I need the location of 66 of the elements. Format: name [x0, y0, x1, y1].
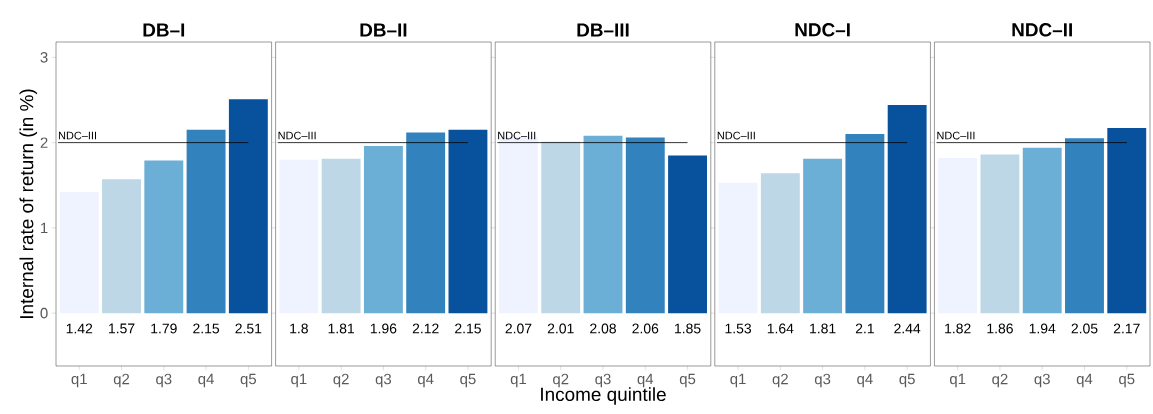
data-label: 1.79	[151, 323, 177, 334]
x-tick-label: q4	[857, 373, 873, 388]
y-tick-label: 2	[40, 137, 48, 148]
data-label: 2.08	[590, 323, 616, 334]
x-tick-label: q2	[113, 373, 130, 388]
chart-title: DB–I	[143, 23, 185, 37]
data-label: 1.96	[370, 323, 397, 334]
y-tick-label: 3	[40, 52, 48, 63]
x-tick-label: q5	[899, 373, 915, 388]
x-tick-label: q5	[1119, 373, 1135, 388]
x-tick-label: q4	[198, 373, 214, 388]
data-label: 2.51	[235, 323, 262, 334]
x-tick-label: q1	[71, 373, 87, 388]
data-label: 2.15	[193, 323, 220, 334]
data-label: 1.81	[328, 323, 355, 334]
x-tick-label: q2	[992, 373, 1008, 388]
y-tick-label: 1	[41, 222, 48, 234]
x-tick-label: q1	[949, 373, 966, 388]
data-label: 2.44	[894, 323, 921, 334]
chart-title: DB–III	[577, 23, 629, 37]
x-tick-label: q3	[375, 373, 392, 388]
x-tick-label: q4	[1076, 373, 1093, 388]
data-label: 1.53	[725, 323, 752, 334]
y-tick-label: 0	[40, 307, 48, 319]
data-label: 1.82	[945, 323, 971, 334]
data-label: 2.17	[1113, 323, 1140, 334]
x-tick-label: q4	[417, 373, 434, 388]
chart-title: DB–II	[360, 23, 407, 37]
x-tick-label: q5	[679, 373, 696, 388]
x-tick-label: q1	[730, 373, 746, 388]
data-label: 2.12	[412, 323, 439, 334]
x-tick-label: q2	[553, 373, 569, 388]
x-tick-label: q5	[240, 373, 257, 388]
data-label: 2.06	[632, 323, 659, 334]
chart-title: NDC–I	[795, 23, 850, 37]
x-tick-label: q2	[772, 373, 788, 388]
ref-line-label: NDC–III	[498, 131, 536, 140]
ref-line-label: NDC–III	[58, 131, 96, 140]
data-label: 1.86	[987, 323, 1013, 334]
x-tick-label: q3	[1034, 373, 1050, 388]
x-tick-label: q1	[510, 373, 527, 388]
data-label: 1.42	[66, 323, 93, 334]
y-axis-title: Internal rate of return (in %)	[19, 89, 38, 318]
data-label: 1.85	[675, 323, 701, 334]
x-tick-label: q5	[460, 373, 476, 388]
ref-line-label: NDC–III	[278, 131, 316, 140]
data-label: 2.01	[547, 323, 574, 334]
data-label: 1.81	[810, 323, 836, 334]
data-label: 1.94	[1029, 323, 1056, 334]
data-label: 1.57	[109, 323, 135, 334]
x-tick-label: q4	[637, 373, 654, 388]
chart-title: NDC–II	[1012, 23, 1072, 37]
x-tick-label: q1	[291, 373, 307, 388]
data-label: 2.15	[455, 323, 481, 334]
x-tick-label: q3	[595, 373, 611, 388]
data-label: 2.05	[1071, 323, 1098, 334]
data-label: 2.1	[855, 323, 874, 334]
ref-line-label: NDC–III	[937, 131, 975, 140]
ref-line-label: NDC–III	[717, 131, 755, 140]
data-label: 1.8	[290, 323, 308, 334]
x-tick-label: q2	[333, 373, 349, 388]
x-tick-label: q3	[156, 373, 172, 388]
x-axis-title: Income quintile	[541, 387, 666, 405]
data-label: 1.64	[767, 323, 794, 334]
data-label: 2.07	[505, 323, 532, 334]
x-tick-label: q3	[814, 373, 831, 388]
